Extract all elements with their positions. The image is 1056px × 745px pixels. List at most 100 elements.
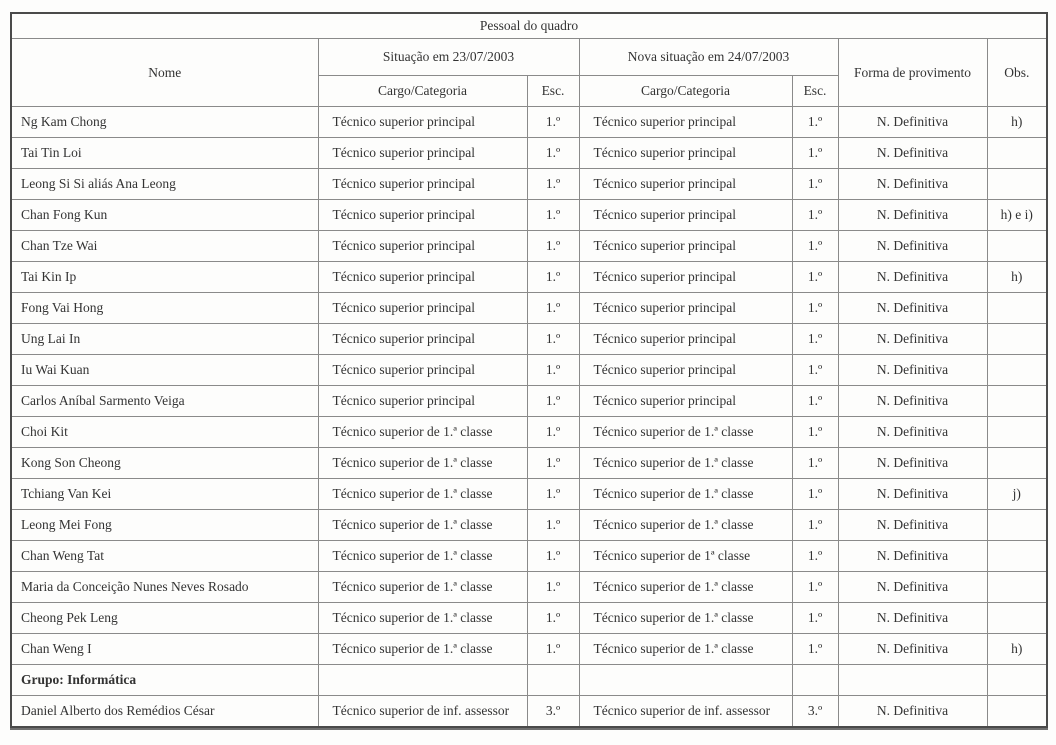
table-row: Carlos Aníbal Sarmento Veiga Técnico sup… (10, 385, 1048, 417)
cell-nome: Kong Son Cheong (10, 447, 319, 479)
table-row: Choi Kit Técnico superior de 1.ª classe … (10, 416, 1048, 448)
cell-esc-new: 1.º (791, 509, 839, 541)
cell-esc-new: 3.º (791, 695, 839, 728)
cell-esc-old: 3.º (526, 695, 580, 728)
cell-esc-new: 1.º (791, 540, 839, 572)
cell-esc-new: 1.º (791, 230, 839, 262)
cell-esc-new: 1.º (791, 354, 839, 386)
cell-cargo-new: Técnico superior principal (578, 261, 793, 293)
table-title-row: Pessoal do quadro (10, 12, 1048, 39)
cell-nome: Tai Tin Loi (10, 137, 319, 169)
cell-cargo-new: Técnico superior principal (578, 292, 793, 324)
cell-forma: N. Definitiva (837, 509, 988, 541)
cell-obs (986, 137, 1048, 169)
cell-obs (986, 447, 1048, 479)
cell-forma: N. Definitiva (837, 199, 988, 231)
cell-cargo-old: Técnico superior de 1.ª classe (317, 509, 528, 541)
cell-obs (986, 509, 1048, 541)
table-row: Daniel Alberto dos Remédios César Técnic… (10, 695, 1048, 728)
cell-nome: Leong Si Si aliás Ana Leong (10, 168, 319, 200)
cell-cargo-new: Técnico superior de 1.ª classe (578, 602, 793, 634)
cell-obs (986, 230, 1048, 262)
cell-forma: N. Definitiva (837, 602, 988, 634)
table-row: Chan Tze Wai Técnico superior principal … (10, 230, 1048, 262)
cell-forma: N. Definitiva (837, 137, 988, 169)
table-row: Tai Kin Ip Técnico superior principal 1.… (10, 261, 1048, 293)
cell-esc-new: 1.º (791, 137, 839, 169)
cell-cargo-old: Técnico superior de 1.ª classe (317, 633, 528, 665)
cell-esc-old: 1.º (526, 602, 580, 634)
table-row: Chan Weng Tat Técnico superior de 1.ª cl… (10, 540, 1048, 572)
cell-esc-old: 1.º (526, 447, 580, 479)
cell-obs (986, 664, 1048, 696)
cell-cargo-old: Técnico superior principal (317, 261, 528, 293)
cell-cargo-new: Técnico superior principal (578, 106, 793, 138)
cell-cargo-new: Técnico superior principal (578, 385, 793, 417)
column-header-forma-provimento: Forma de provimento (837, 38, 988, 107)
table-row: Tai Tin Loi Técnico superior principal 1… (10, 137, 1048, 169)
personnel-table: Pessoal do quadro Nome Situação em 23/07… (10, 12, 1049, 728)
cell-cargo-old: Técnico superior principal (317, 199, 528, 231)
cell-forma: N. Definitiva (837, 230, 988, 262)
cell-obs: j) (986, 478, 1048, 510)
cell-forma (837, 664, 988, 696)
cell-cargo-new: Técnico superior de inf. assessor (578, 695, 793, 728)
cell-cargo-new: Técnico superior principal (578, 199, 793, 231)
cell-cargo-old: Técnico superior principal (317, 323, 528, 355)
cell-esc-new: 1.º (791, 602, 839, 634)
cell-forma: N. Definitiva (837, 323, 988, 355)
cell-esc-old: 1.º (526, 416, 580, 448)
cell-obs: h) (986, 633, 1048, 665)
cell-esc-new: 1.º (791, 385, 839, 417)
cell-nome: Carlos Aníbal Sarmento Veiga (10, 385, 319, 417)
cell-obs (986, 354, 1048, 386)
cell-nome: Tchiang Van Kei (10, 478, 319, 510)
cell-esc-old (526, 664, 580, 696)
cell-esc-old: 1.º (526, 478, 580, 510)
cell-cargo-new: Técnico superior de 1.ª classe (578, 416, 793, 448)
cell-esc-new (791, 664, 839, 696)
cell-nome: Ng Kam Chong (10, 106, 319, 138)
cell-cargo-new: Técnico superior principal (578, 354, 793, 386)
cell-obs: h) (986, 261, 1048, 293)
cell-esc-old: 1.º (526, 106, 580, 138)
cell-obs (986, 385, 1048, 417)
cell-obs (986, 540, 1048, 572)
cell-obs (986, 292, 1048, 324)
cell-nome: Daniel Alberto dos Remédios César (10, 695, 319, 728)
column-header-cargo-old: Cargo/Categoria (317, 75, 528, 107)
cell-cargo-new: Técnico superior de 1.ª classe (578, 571, 793, 603)
cell-esc-new: 1.º (791, 323, 839, 355)
cell-nome: Fong Vai Hong (10, 292, 319, 324)
cell-forma: N. Definitiva (837, 354, 988, 386)
cell-forma: N. Definitiva (837, 633, 988, 665)
cell-esc-old: 1.º (526, 509, 580, 541)
cell-cargo-old: Técnico superior principal (317, 137, 528, 169)
table-row: Iu Wai Kuan Técnico superior principal 1… (10, 354, 1048, 386)
cell-forma: N. Definitiva (837, 416, 988, 448)
cell-esc-old: 1.º (526, 323, 580, 355)
cell-esc-new: 1.º (791, 199, 839, 231)
cell-nome: Cheong Pek Leng (10, 602, 319, 634)
cell-obs (986, 416, 1048, 448)
cell-cargo-new: Técnico superior de 1.ª classe (578, 633, 793, 665)
cell-cargo-old (317, 664, 528, 696)
table-title: Pessoal do quadro (10, 12, 1048, 39)
table-row: Fong Vai Hong Técnico superior principal… (10, 292, 1048, 324)
table-row: Ng Kam Chong Técnico superior principal … (10, 106, 1048, 138)
cell-cargo-new: Técnico superior principal (578, 137, 793, 169)
cell-esc-old: 1.º (526, 385, 580, 417)
cell-cargo-old: Técnico superior principal (317, 354, 528, 386)
cell-esc-old: 1.º (526, 571, 580, 603)
cell-esc-old: 1.º (526, 261, 580, 293)
table-row: Tchiang Van Kei Técnico superior de 1.ª … (10, 478, 1048, 510)
cell-esc-new: 1.º (791, 478, 839, 510)
cell-esc-old: 1.º (526, 633, 580, 665)
cell-nome: Chan Tze Wai (10, 230, 319, 262)
cell-cargo-new: Técnico superior de 1ª classe (578, 540, 793, 572)
cell-nome: Chan Weng I (10, 633, 319, 665)
cell-cargo-new (578, 664, 793, 696)
cell-forma: N. Definitiva (837, 261, 988, 293)
cell-nome: Choi Kit (10, 416, 319, 448)
cell-nome: Tai Kin Ip (10, 261, 319, 293)
